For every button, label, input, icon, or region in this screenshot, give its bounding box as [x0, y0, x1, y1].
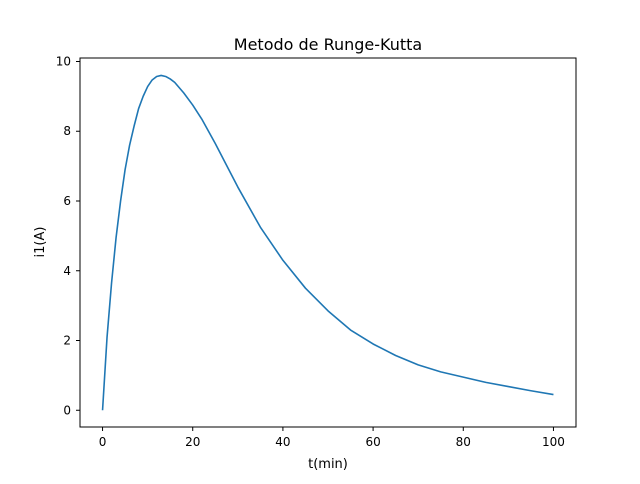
- plot-frame: [79, 57, 577, 428]
- y-tick-label: 8: [63, 124, 71, 138]
- x-tick-label: 100: [542, 435, 565, 449]
- y-tick-label: 6: [63, 194, 71, 208]
- x-tick-label: 60: [365, 435, 380, 449]
- x-tick-label: 0: [99, 435, 107, 449]
- x-axis-label: t(min): [308, 457, 348, 472]
- y-tick-label: 2: [63, 334, 71, 348]
- series-line-0: [101, 74, 554, 411]
- x-tick-label: 20: [185, 435, 200, 449]
- chart-title: Metodo de Runge-Kutta: [234, 35, 422, 54]
- y-tick-label: 10: [56, 54, 71, 68]
- y-tick-label: 4: [63, 264, 71, 278]
- y-tick-label: 0: [63, 403, 71, 417]
- x-tick-label: 40: [275, 435, 290, 449]
- x-tick-label: 80: [456, 435, 471, 449]
- y-axis-label: i1(A): [33, 227, 48, 258]
